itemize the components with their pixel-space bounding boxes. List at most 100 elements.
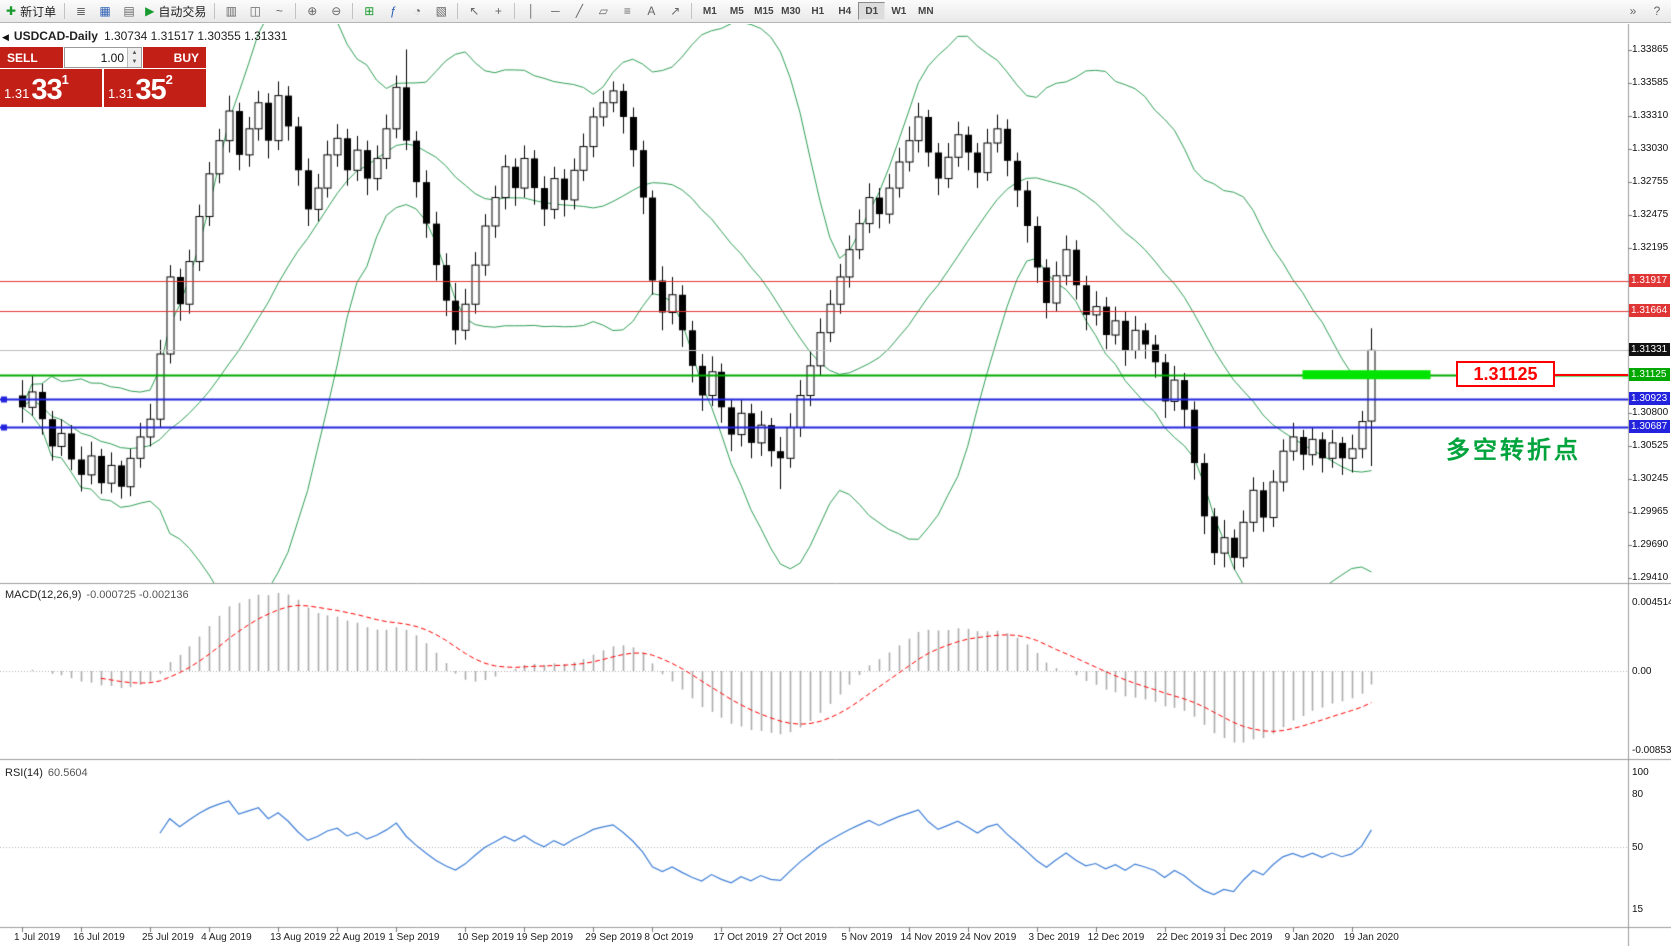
sell-price-prefix: 1.31	[4, 86, 30, 101]
zoom-in-button[interactable]: ⊕	[301, 2, 323, 21]
text-tool-icon: A	[647, 4, 656, 18]
price-axis-tag-red: 1.31917	[1629, 273, 1670, 287]
arrow-tool-button[interactable]: ↗	[664, 2, 686, 21]
timeframe-button-m1[interactable]: M1	[696, 2, 723, 20]
date-label: 10 Sep 2019	[457, 932, 514, 943]
date-label: 8 Oct 2019	[644, 932, 694, 943]
date-label: 12 Dec 2019	[1087, 932, 1145, 943]
chart-title: ◀ USDCAD-Daily 1.30734 1.31517 1.30355 1.3…	[2, 29, 287, 43]
new-order-icon: ✚	[6, 4, 17, 18]
market-watch-button[interactable]: ≣	[70, 2, 92, 21]
date-label: 4 Aug 2019	[201, 932, 252, 943]
timeframe-button-h1[interactable]: H1	[804, 2, 831, 20]
auto-trading-icon: ▶	[145, 4, 155, 18]
market-watch-icon: ≣	[76, 4, 87, 18]
crosshair-button[interactable]: +	[487, 2, 509, 21]
chart-area: ◀ USDCAD-Daily 1.30734 1.31517 1.30355 1.3…	[0, 24, 1671, 946]
templates-icon: ▧	[435, 4, 447, 18]
chart-canvas[interactable]	[0, 24, 1671, 946]
rsi-axis-label: 80	[1632, 788, 1644, 800]
sell-price-button[interactable]: 1.31 33 1	[0, 69, 102, 107]
text-tool-button[interactable]: A	[640, 2, 662, 21]
candlestick-chart-button[interactable]: ◫	[244, 2, 266, 21]
price-axis-label: 1.30525	[1632, 439, 1669, 451]
timeframe-button-m15[interactable]: M15	[750, 2, 777, 20]
timeframe-button-mn[interactable]: MN	[912, 2, 939, 20]
trendline-tool-button[interactable]: ╱	[568, 2, 590, 21]
macd-axis-label: 0.00	[1632, 666, 1652, 677]
help-button[interactable]: ?	[1646, 2, 1668, 21]
date-label: 19 Sep 2019	[516, 932, 574, 943]
toolbar-separator	[457, 3, 459, 19]
periods-button[interactable]: ◔	[406, 2, 428, 21]
date-label: 9 Jan 2020	[1284, 932, 1335, 943]
zoom-out-icon: ⊖	[331, 4, 342, 18]
horizontal-line-tool-button[interactable]: ─	[544, 2, 566, 21]
price-axis-tag-green: 1.31125	[1629, 367, 1670, 381]
navigator-icon: ▤	[123, 4, 135, 18]
buy-price-button[interactable]: 1.31 35 2	[104, 69, 206, 107]
candlestick-chart-icon: ◫	[249, 4, 261, 18]
auto-trading-button[interactable]: ▶ 自动交易	[142, 2, 209, 21]
timeframe-button-m30[interactable]: M30	[777, 2, 804, 20]
toolbar-overflow-button[interactable]: »	[1622, 2, 1644, 21]
indicators-button[interactable]: ƒ	[382, 2, 404, 21]
line-chart-button[interactable]: ~	[268, 2, 290, 21]
bar-chart-button[interactable]: ▥	[220, 2, 242, 21]
price-callout-box: 1.31125	[1456, 361, 1555, 387]
zoom-out-button[interactable]: ⊖	[325, 2, 347, 21]
timeframe-button-w1[interactable]: W1	[885, 2, 912, 20]
toolbar-separator	[295, 3, 297, 19]
horizontal-line-icon: ─	[551, 4, 560, 18]
timeframe-button-h4[interactable]: H4	[831, 2, 858, 20]
lot-size-input[interactable]	[65, 48, 127, 67]
rsi-indicator-label: RSI(14) 60.5604	[5, 767, 88, 779]
price-axis-label: 1.32195	[1632, 241, 1669, 253]
new-order-label: 新订单	[20, 4, 57, 19]
rsi-axis-label: 50	[1632, 842, 1644, 853]
new-order-button[interactable]: ✚ 新订单	[3, 2, 59, 21]
help-icon: ?	[1653, 4, 1661, 18]
macd-axis-label: -0.008533	[1632, 745, 1671, 756]
zoom-in-icon: ⊕	[307, 4, 318, 18]
bar-chart-icon: ▥	[225, 4, 237, 18]
toolbar-separator	[352, 3, 354, 19]
price-axis-label: 1.30800	[1632, 407, 1669, 419]
date-label: 3 Dec 2019	[1028, 932, 1080, 943]
price-axis-label: 1.29690	[1632, 538, 1669, 550]
date-label: 19 Jan 2020	[1343, 932, 1399, 943]
date-label: 24 Nov 2019	[959, 932, 1017, 943]
price-axis-label: 1.33865	[1632, 44, 1669, 55]
trendline-icon: ╱	[575, 4, 583, 18]
channel-icon: ▱	[598, 4, 608, 18]
lot-spin-up-button[interactable]: ▲	[128, 48, 141, 58]
one-click-collapse-icon[interactable]: ◀	[2, 32, 9, 42]
price-axis-tag-red: 1.31664	[1629, 303, 1670, 317]
timeframe-button-d1[interactable]: D1	[858, 2, 886, 20]
tile-windows-button[interactable]: ⊞	[358, 2, 380, 21]
price-axis-tag-blue: 1.30687	[1629, 419, 1670, 433]
data-window-button[interactable]: ▦	[94, 2, 116, 21]
timeframe-button-m5[interactable]: M5	[723, 2, 750, 20]
price-axis-label: 1.30245	[1632, 473, 1669, 485]
macd-values: -0.000725 -0.002136	[86, 589, 189, 601]
gann-tool-button[interactable]: ≡	[616, 2, 638, 21]
vertical-line-tool-button[interactable]: │	[520, 2, 542, 21]
rsi-value: 60.5604	[47, 767, 88, 779]
price-axis-label: 1.29410	[1632, 572, 1669, 583]
date-label: 13 Aug 2019	[270, 932, 327, 943]
lot-spin-down-button[interactable]: ▼	[128, 57, 141, 67]
price-axis-label: 1.33585	[1632, 77, 1669, 89]
data-window-icon: ▦	[99, 4, 111, 18]
navigator-button[interactable]: ▤	[118, 2, 140, 21]
templates-button[interactable]: ▧	[430, 2, 452, 21]
price-axis-label: 1.33310	[1632, 109, 1669, 121]
channel-tool-button[interactable]: ▱	[592, 2, 614, 21]
date-label: 22 Aug 2019	[329, 932, 386, 943]
rsi-axis-label: 100	[1632, 767, 1649, 778]
date-label: 16 Jul 2019	[73, 932, 125, 943]
date-label: 29 Sep 2019	[585, 932, 643, 943]
toolbar-separator	[691, 3, 693, 19]
cursor-button[interactable]: ↖	[463, 2, 485, 21]
